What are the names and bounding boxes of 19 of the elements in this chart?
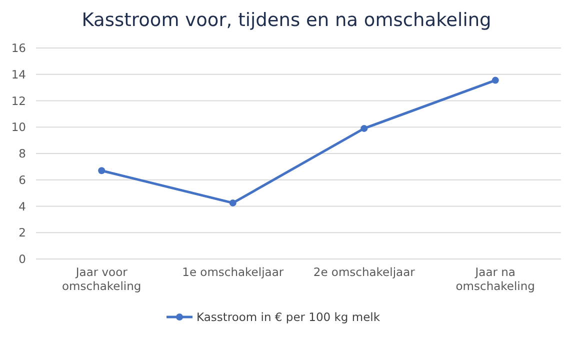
y-tick-label: 8 [18, 146, 26, 161]
y-tick-label: 16 [11, 41, 26, 56]
y-tick-label: 4 [18, 199, 26, 214]
x-tick-label: 2e omschakeljaar [313, 265, 416, 279]
point [360, 124, 368, 132]
chart-title: Kasstroom voor, tijdens en na omschakeling [82, 10, 492, 31]
x-tick-label: Jaar na omschakeling [456, 265, 535, 293]
y-tick-label: 12 [11, 94, 26, 108]
point [492, 76, 499, 84]
y-tick-label: 6 [18, 172, 26, 187]
legend-label: Kasstroom in € per 100 kg melk [196, 310, 380, 324]
x-tick-label: Jaar voor omschakeling [62, 265, 142, 293]
y-tick-label: 0 [18, 252, 26, 266]
y-tick-label: 14 [11, 67, 26, 82]
y-tick-label: 2 [18, 226, 26, 240]
y-tick-label: 10 [11, 120, 26, 134]
point [98, 167, 106, 174]
point [229, 199, 236, 206]
x-tick-label: 1e omschakeljaar [182, 265, 284, 279]
